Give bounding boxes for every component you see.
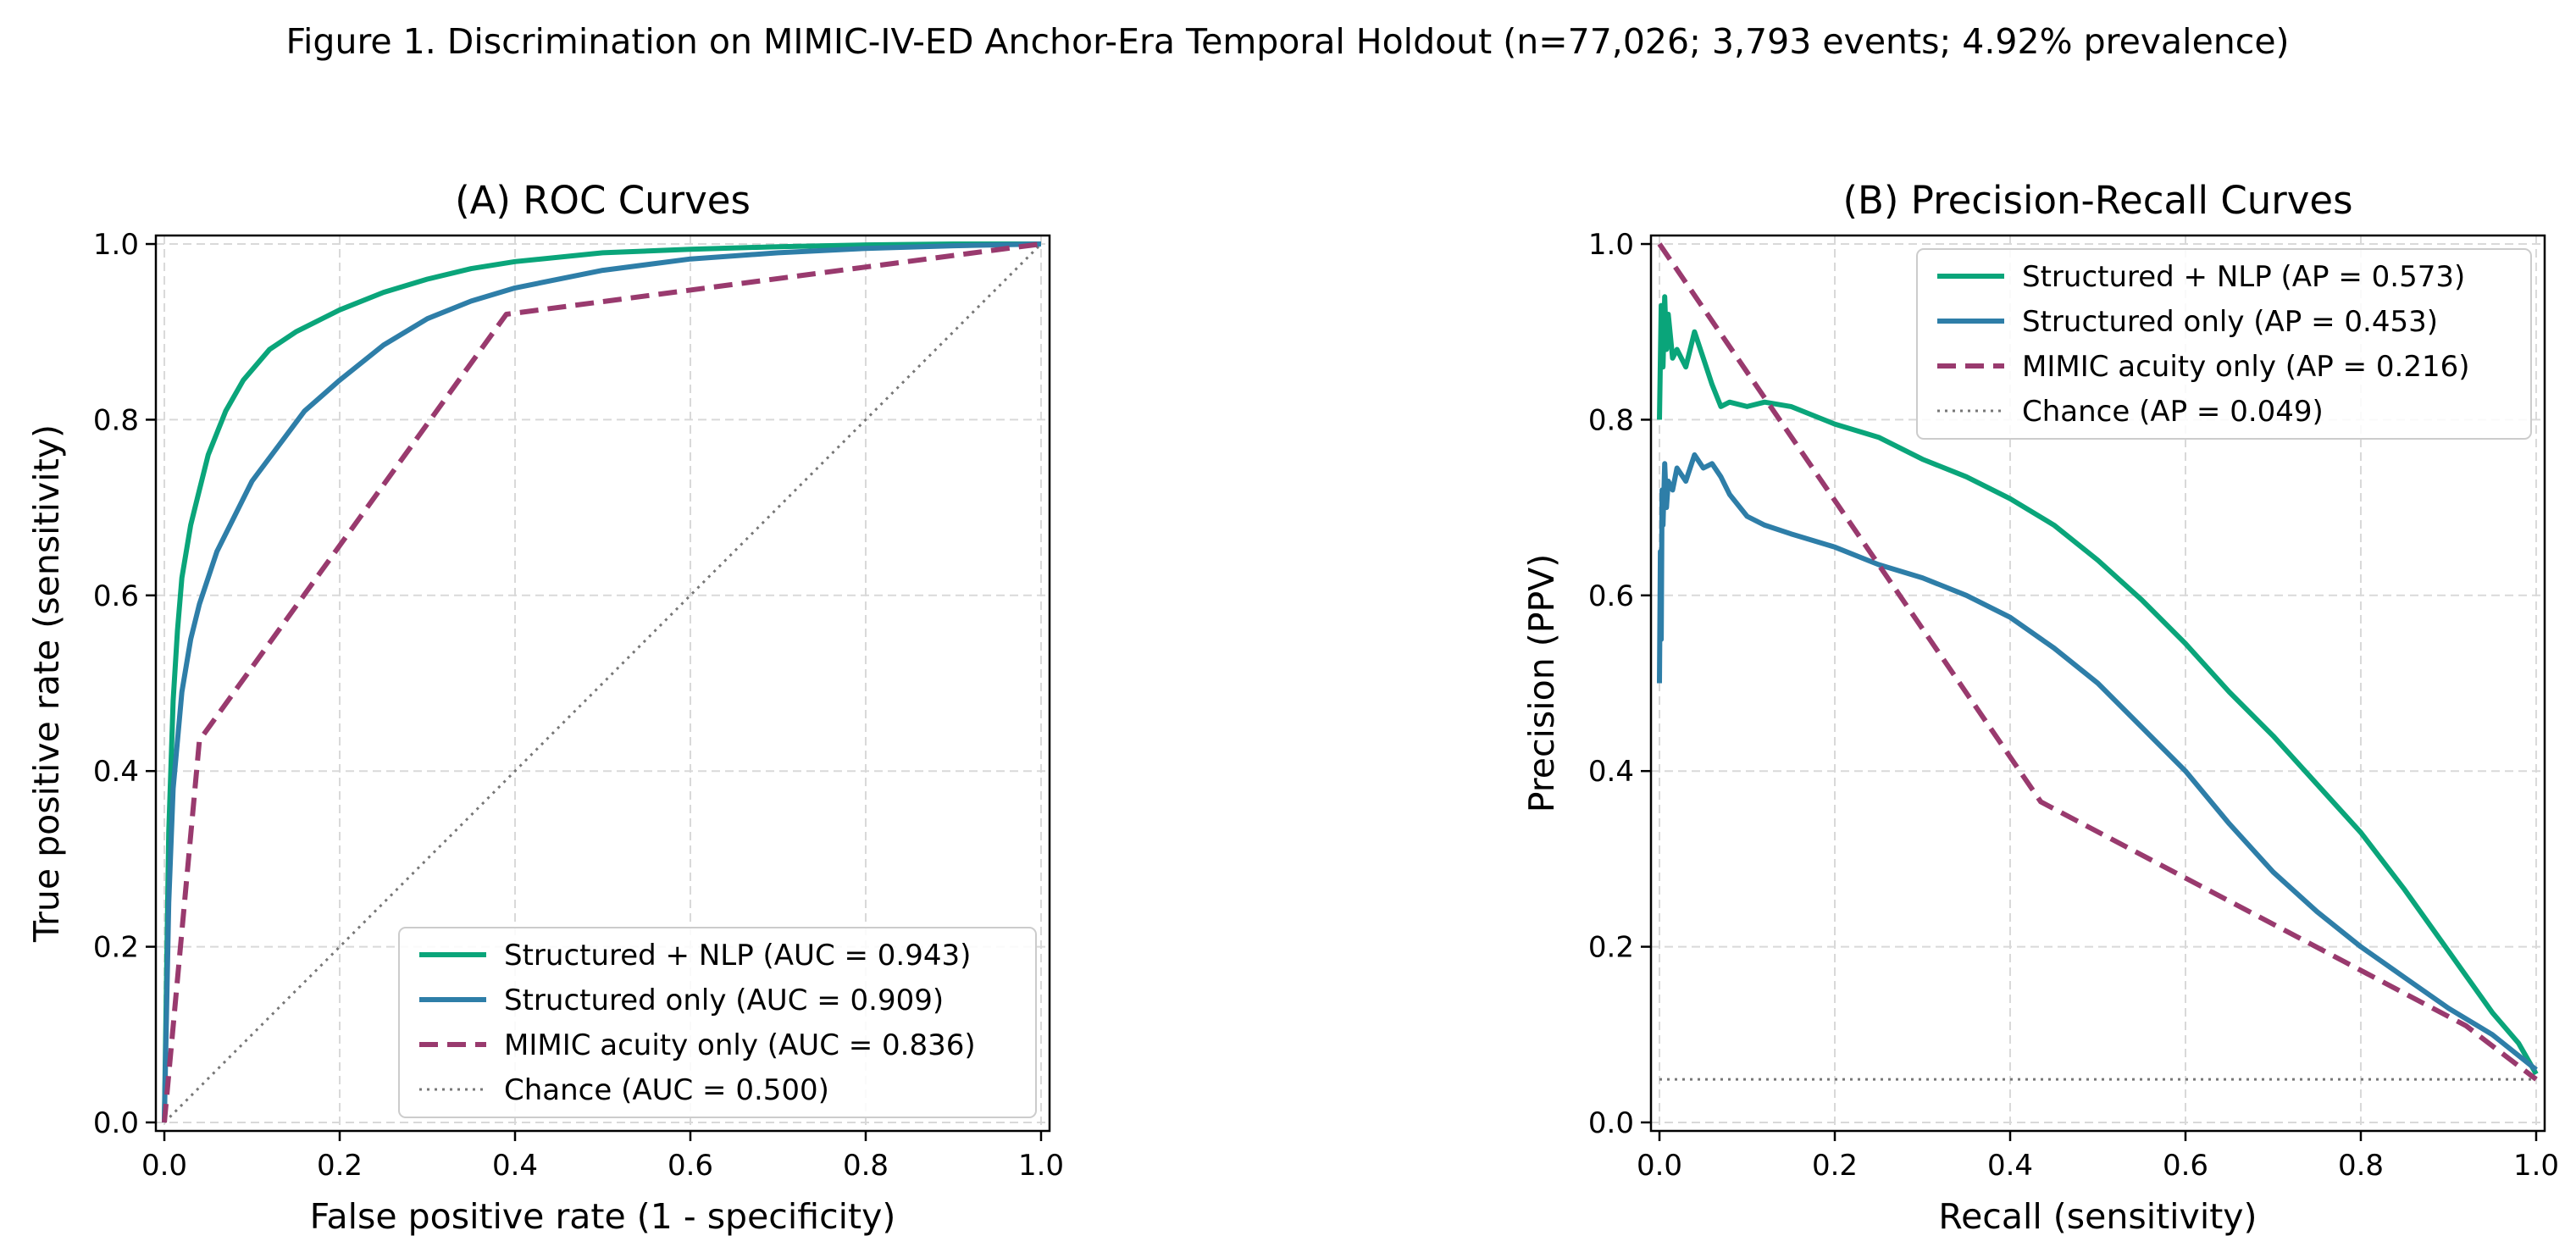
plot-area — [162, 241, 1043, 1124]
x-tick-label: 0.2 — [1812, 1149, 1858, 1183]
series-line-structured-nlp — [162, 241, 1041, 1123]
figure-title: Figure 1. Discrimination on MIMIC-IV-ED … — [285, 21, 2289, 62]
x-tick-label: 0.8 — [2338, 1149, 2384, 1183]
x-tick-label: 0.4 — [1987, 1149, 2033, 1183]
series-line-structured-only — [162, 241, 1042, 1123]
x-tick-label: 0.8 — [843, 1149, 889, 1183]
legend-label: Chance (AUC = 0.500) — [504, 1073, 829, 1107]
x-tick-label: 0.0 — [1637, 1149, 1682, 1183]
series-line-mimic-acuity — [162, 241, 1042, 1123]
legend-label: Structured + NLP (AP = 0.573) — [2022, 260, 2465, 294]
y-tick-label: 0.6 — [1588, 579, 1634, 613]
y-tick-label: 0.8 — [1588, 403, 1634, 437]
x-tick-label: 1.0 — [1018, 1149, 1064, 1183]
precision-recall-panel: 0.0 0.2 0.4 0.6 0.8 1.0 0.0 0.2 0.4 0.6 0.8 1.0 (B) … — [1521, 178, 2559, 1237]
plot-area — [1657, 242, 2539, 1082]
legend-box — [398, 927, 1037, 1118]
y-axis-label: True positive rate (sensitivity) — [26, 424, 67, 943]
x-axis-label: False positive rate (1 - specificity) — [310, 1196, 896, 1237]
x-tick-label: 0.2 — [317, 1149, 363, 1183]
x-tick-label: 0.0 — [141, 1149, 187, 1183]
x-tick-label: 1.0 — [2513, 1149, 2559, 1183]
panel-title: (B) Precision-Recall Curves — [1842, 178, 2352, 223]
y-tick-label: 0.4 — [93, 755, 139, 789]
legend-label: Structured + NLP (AUC = 0.943) — [504, 939, 971, 973]
y-tick-label: 0.2 — [93, 931, 139, 965]
x-tick-label: 0.6 — [668, 1149, 713, 1183]
y-axis-label: Precision (PPV) — [1521, 554, 1562, 812]
y-tick-label: 0.4 — [1588, 755, 1634, 789]
series-line-chance — [163, 242, 1043, 1124]
legend: Structured + NLP (AP = 0.573) Structured … — [1916, 248, 2532, 440]
series-line-structured-nlp — [1657, 294, 2539, 1076]
legend-label: MIMIC acuity only (AUC = 0.836) — [504, 1028, 976, 1062]
axes-frame — [1649, 234, 2546, 1133]
panel-title: (A) ROC Curves — [455, 178, 751, 223]
legend: Structured + NLP (AUC = 0.943) Structured… — [398, 927, 1037, 1118]
y-tick-label: 0.0 — [1588, 1106, 1634, 1140]
legend-label: MIMIC acuity only (AP = 0.216) — [2022, 350, 2470, 384]
x-tick-label: 0.4 — [492, 1149, 538, 1183]
y-tick-label: 0.6 — [93, 579, 139, 613]
legend-label: Chance (AP = 0.049) — [2022, 395, 2324, 429]
y-tick-label: 0.0 — [93, 1106, 139, 1140]
legend-label: Structured only (AP = 0.453) — [2022, 305, 2438, 339]
y-tick-label: 0.2 — [1588, 931, 1634, 965]
legend-label: Structured only (AUC = 0.909) — [504, 984, 944, 1017]
y-tick-label: 0.8 — [93, 403, 139, 437]
x-axis-label: Recall (sensitivity) — [1938, 1196, 2257, 1237]
y-tick-label: 1.0 — [1588, 228, 1634, 262]
axes-frame — [154, 234, 1051, 1133]
series-line-structured-only — [1657, 452, 2538, 1072]
legend-box — [1916, 248, 2532, 440]
roc-panel: 0.0 0.2 0.4 0.6 0.8 1.0 0.0 0.2 0.4 0.6 0.8 1.0 (A) … — [26, 178, 1064, 1237]
y-tick-label: 1.0 — [93, 228, 139, 262]
series-line-mimic-acuity — [1657, 242, 2538, 1082]
x-tick-label: 0.6 — [2163, 1149, 2208, 1183]
